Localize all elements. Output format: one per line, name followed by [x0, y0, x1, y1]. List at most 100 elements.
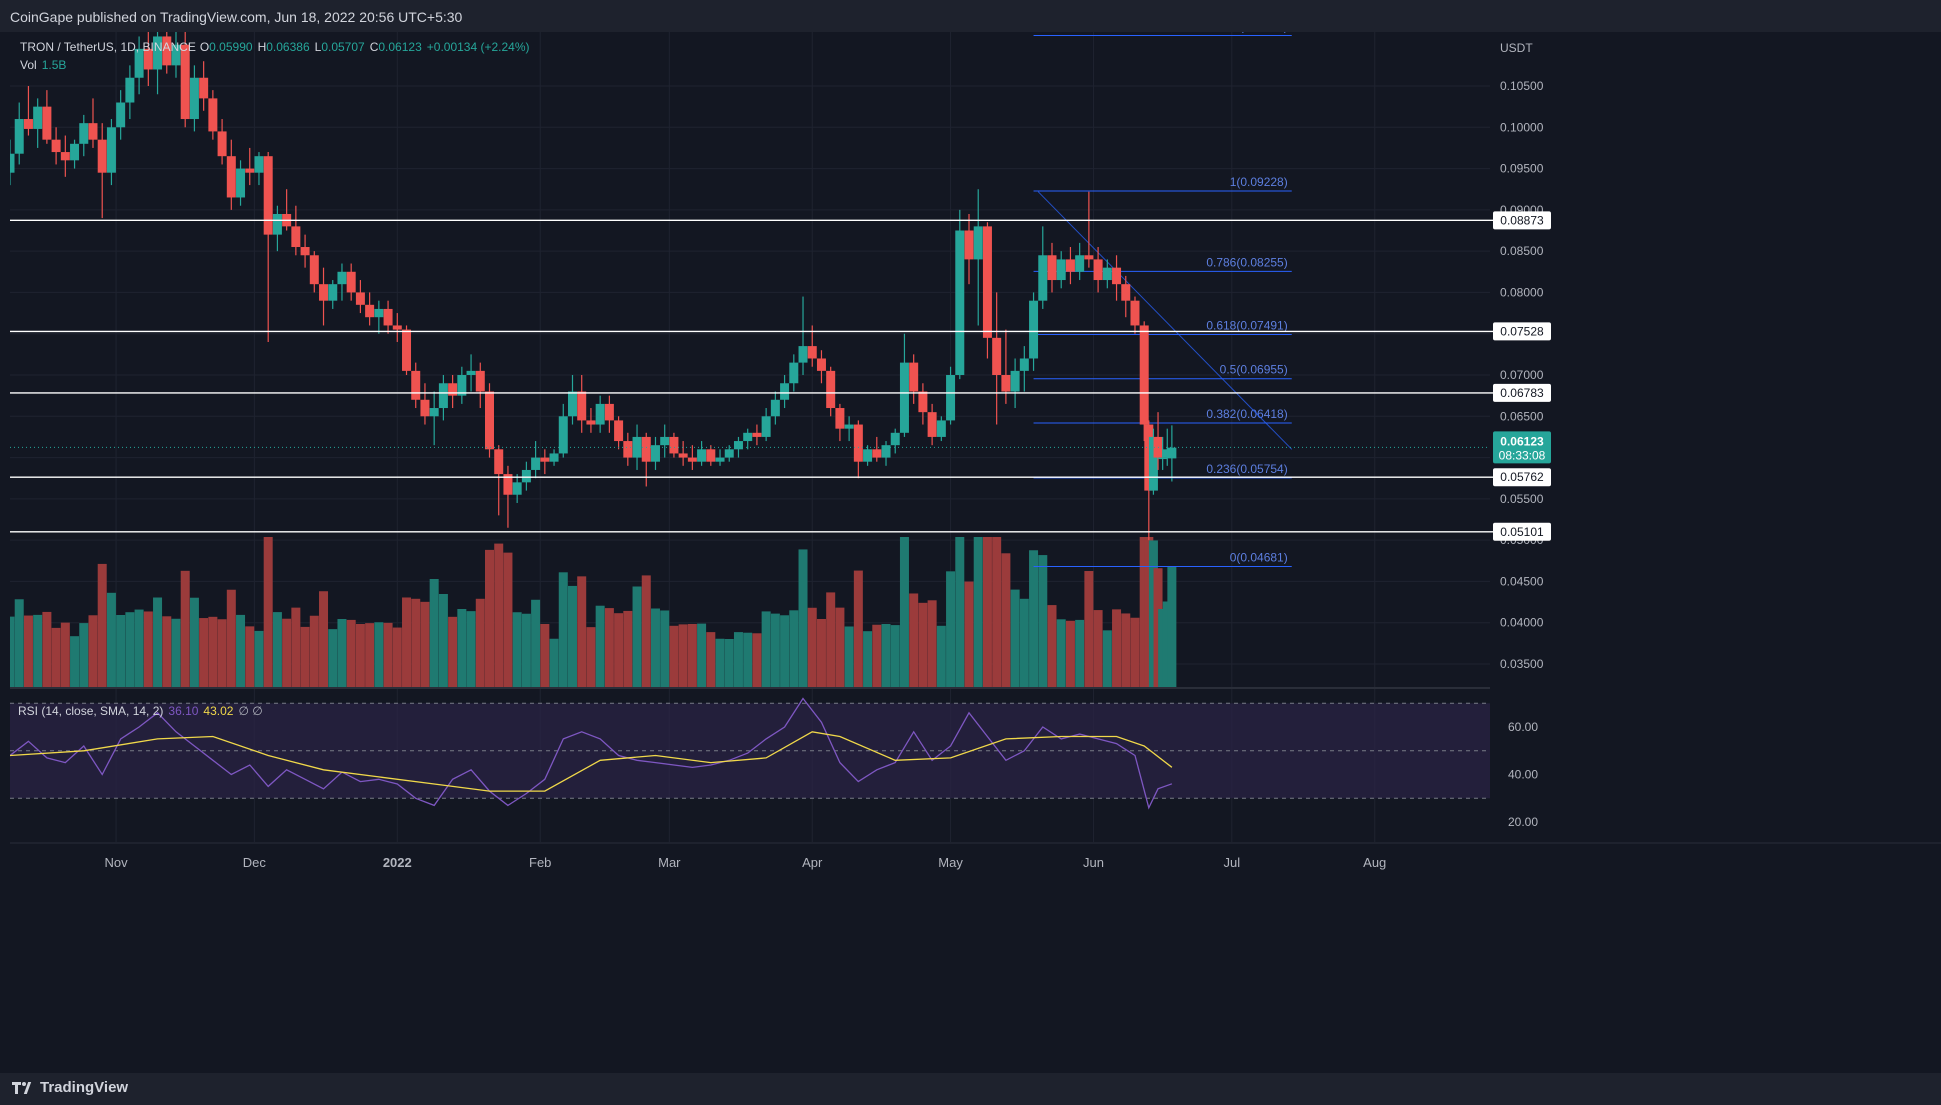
axes: USDT0.105000.100000.095000.090000.085000…	[10, 32, 1941, 1073]
candle-body	[217, 131, 227, 157]
candle-body	[918, 391, 928, 413]
volume-bar	[955, 537, 965, 687]
volume-bar	[383, 622, 393, 687]
volume-bar	[899, 537, 909, 687]
candle-body	[789, 362, 799, 384]
volume-bar	[927, 600, 937, 687]
candle-body	[558, 416, 568, 454]
volume-bar	[789, 610, 799, 687]
volume-bar	[992, 537, 1002, 687]
volume-bar	[881, 624, 891, 687]
candle-body	[1093, 259, 1103, 281]
candle-body	[33, 106, 43, 129]
volume-bar	[180, 570, 190, 687]
chart-svg[interactable]: 1.414(0.11111)1(0.09228)0.786(0.08255)0.…	[5, 20, 1941, 1073]
level-label-box	[1493, 522, 1551, 541]
candle-body	[724, 449, 734, 458]
volume-bar	[1158, 609, 1168, 687]
volume-bar	[780, 615, 790, 687]
candle-body	[623, 441, 633, 458]
candle-body	[1047, 255, 1057, 281]
volume-bar	[521, 613, 531, 687]
volume-bar	[1112, 609, 1122, 687]
rsi-lines	[9, 697, 1173, 810]
candle-body	[632, 436, 642, 458]
volume-bar	[743, 632, 753, 687]
volume-bar	[60, 622, 70, 687]
candle-body	[706, 449, 716, 462]
rsi-legend: RSI (14, close, SMA, 14, 2) 36.10 43.02 ∅ ∅	[18, 704, 263, 718]
rsi-sma-line	[9, 731, 1173, 792]
volume-bar	[1153, 568, 1163, 687]
candle-body	[927, 412, 937, 437]
candle-body	[79, 123, 89, 144]
tradingview-logo[interactable]: TradingView	[12, 1079, 128, 1096]
candle-body	[457, 375, 467, 396]
volume-bar	[106, 592, 116, 687]
chart-area[interactable]: 1.414(0.11111)1(0.09228)0.786(0.08255)0.…	[5, 20, 1941, 1073]
volume-bar	[641, 575, 651, 687]
candle-body	[503, 474, 513, 495]
price-axis-bg	[1490, 32, 1941, 1073]
candle-body	[355, 292, 365, 305]
price-tick-label: 0.05500	[1500, 492, 1544, 506]
volume-bar	[1121, 613, 1131, 687]
candle-body	[1158, 457, 1168, 460]
fib-label: 0(0.04681)	[1230, 550, 1288, 564]
candle-body	[374, 308, 384, 318]
candle-body	[1130, 300, 1140, 326]
candle-body	[1167, 447, 1177, 459]
candle-body	[346, 271, 356, 293]
volume-bar	[826, 592, 836, 687]
volume-bar	[540, 624, 550, 687]
price-tick-label: 0.03500	[1500, 657, 1544, 671]
candle-body	[1065, 259, 1075, 272]
volume-bar	[669, 625, 679, 687]
candle-body	[660, 436, 670, 446]
volume-bar	[853, 570, 863, 687]
volume-bar	[365, 623, 375, 687]
candle-body	[614, 420, 624, 442]
time-tick-label: Aug	[1363, 855, 1386, 870]
volume-bar	[1010, 589, 1020, 687]
volume-bar	[189, 597, 199, 687]
candle-body	[586, 420, 596, 425]
price-tick-label: 0.08500	[1500, 244, 1544, 258]
candle-body	[1029, 300, 1039, 359]
volume-bar	[51, 627, 61, 687]
candle-body	[595, 403, 605, 425]
volume-bar	[604, 608, 614, 687]
volume-bar	[650, 608, 660, 687]
candle-body	[835, 408, 845, 429]
volume-bar	[844, 626, 854, 687]
volume-bar	[660, 610, 670, 687]
volume-bar	[816, 619, 826, 687]
last-price-box	[1493, 431, 1551, 464]
candle-body	[106, 127, 116, 173]
candle-body	[715, 457, 725, 462]
candle-body	[1112, 267, 1122, 285]
candle-body	[1019, 358, 1029, 371]
volume-bar	[1029, 550, 1039, 687]
candle-body	[171, 44, 181, 66]
volume-bar	[512, 612, 522, 687]
volume-bar	[558, 572, 568, 687]
candle-body	[365, 304, 375, 318]
candle-body	[70, 143, 80, 161]
volume-bar	[337, 619, 347, 687]
volume-bar	[982, 537, 992, 687]
volume-bar	[97, 563, 107, 687]
candle-body	[531, 457, 541, 470]
candle-body	[494, 449, 504, 475]
candle-body	[697, 449, 707, 462]
candle-body	[863, 449, 873, 462]
volume-bar	[595, 605, 605, 687]
volume-bar	[402, 597, 412, 687]
candle-body	[328, 284, 338, 301]
volume-bar	[125, 612, 135, 687]
candle-body	[23, 119, 33, 129]
candle-body	[1075, 255, 1085, 272]
level-label: 0.05101	[1500, 525, 1544, 539]
price-tick-label: 0.09500	[1500, 162, 1544, 176]
level-label: 0.06783	[1500, 386, 1544, 400]
